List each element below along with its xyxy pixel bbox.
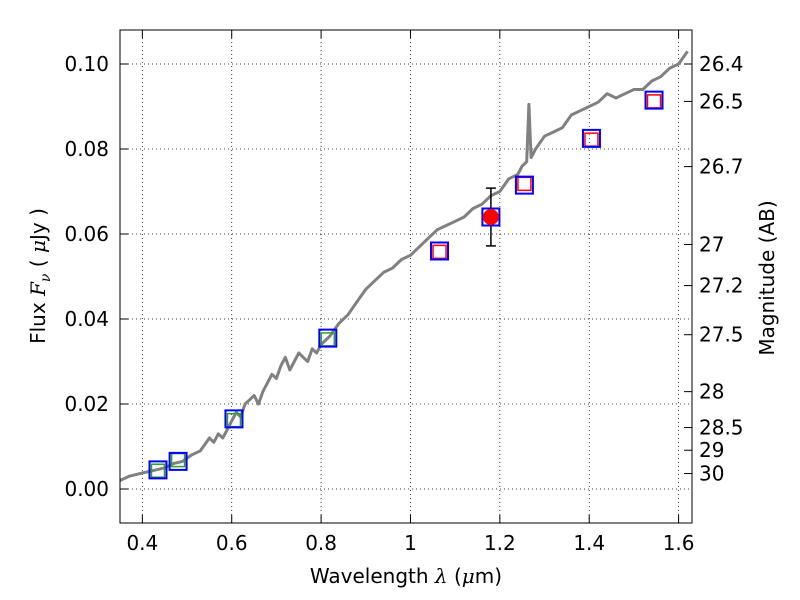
plot-area — [119, 50, 689, 482]
y-tick-label: 0.06 — [64, 222, 109, 246]
x-tick-label: 0.8 — [305, 531, 337, 555]
photometry-point — [168, 451, 188, 471]
axis-ticks: 0.4 0.6 0.8 1 1.2 1.4 1.6 0.00 0.02 0.04 0.06 0.08 0… — [64, 30, 744, 555]
x-tick-label: 1 — [404, 531, 417, 555]
photometry-point — [430, 241, 450, 261]
y-tick-label: 0.00 — [64, 477, 109, 501]
x-tick-label: 0.6 — [216, 531, 248, 555]
detection-point — [482, 209, 499, 225]
x-tick-label: 1.6 — [663, 531, 695, 555]
photometry-point — [224, 409, 244, 429]
photometry-point — [581, 128, 601, 148]
y2-tick-label: 26.4 — [699, 52, 744, 76]
y2-tick-label: 28.5 — [699, 416, 744, 440]
x-tick-label: 1.4 — [573, 531, 605, 555]
detection-box — [481, 207, 501, 227]
photometry-point — [318, 328, 338, 348]
photometry-point — [644, 90, 664, 110]
x-tick-label: 1.2 — [484, 531, 516, 555]
y-tick-label: 0.10 — [64, 52, 109, 76]
y-tick-label: 0.04 — [64, 307, 109, 331]
grid-lines — [120, 30, 692, 523]
y2-tick-label: 30 — [699, 462, 724, 486]
y-tick-label: 0.02 — [64, 392, 109, 416]
model-point-nir — [432, 244, 447, 260]
y2-tick-label: 26.7 — [699, 155, 744, 179]
plot-frame — [119, 29, 693, 524]
x-axis-label: Wavelength λ (μm) — [310, 564, 502, 588]
model-point-optical — [150, 463, 166, 478]
x-tick-label: 0.4 — [126, 531, 158, 555]
photometry-point — [514, 175, 534, 195]
y2-tick-label: 28 — [699, 380, 724, 404]
y2-tick-label: 27.5 — [699, 323, 744, 347]
photometry-point — [148, 460, 168, 480]
y2-tick-label: 27.2 — [699, 274, 744, 298]
y-axis-label: Flux Fν ( μJy ) — [26, 208, 54, 344]
spectrum-line — [119, 50, 689, 482]
y2-tick-label: 27 — [699, 232, 724, 256]
y2-axis-label: Magnitude (AB) — [755, 200, 779, 355]
y2-tick-label: 26.5 — [699, 89, 744, 113]
y2-tick-label: 29 — [699, 438, 724, 462]
y-tick-label: 0.08 — [64, 137, 109, 161]
